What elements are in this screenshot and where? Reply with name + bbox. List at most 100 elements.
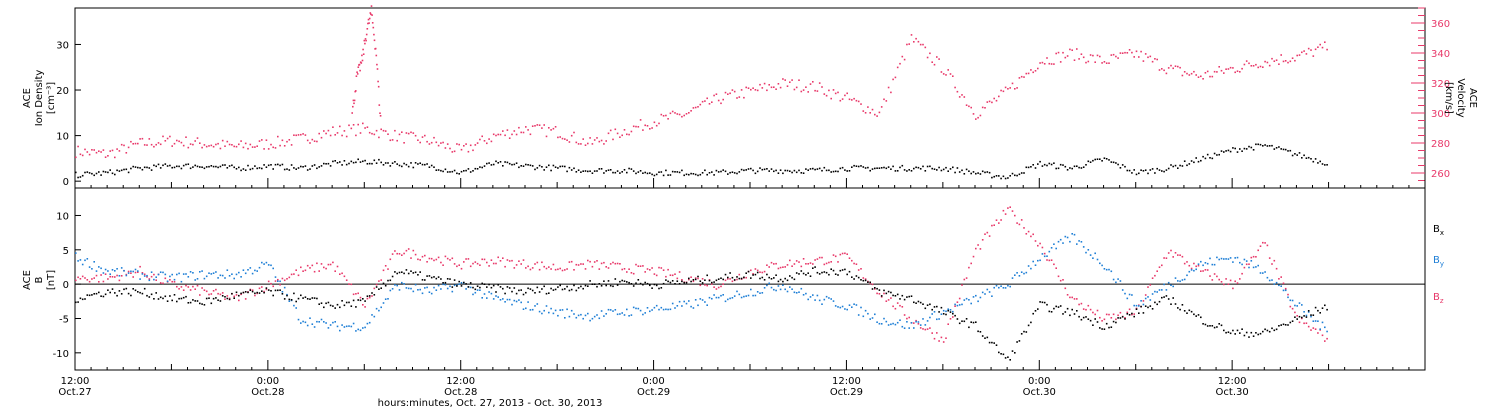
density-series-point <box>352 161 355 164</box>
velocity-series-point <box>208 145 210 147</box>
by-series-point <box>1046 255 1048 257</box>
density-series-point <box>1050 163 1053 166</box>
density-series-point <box>520 165 522 167</box>
top-series-layer <box>75 5 1328 180</box>
bx-series-point <box>435 277 438 280</box>
density-series-point <box>998 175 1000 177</box>
density-series-point <box>208 165 210 168</box>
velocity-series-point <box>295 134 297 137</box>
bx-series-point <box>497 284 499 286</box>
by-series-point <box>1156 291 1158 293</box>
density-series-point <box>775 169 777 172</box>
density-series-point <box>1213 152 1216 155</box>
density-series-point <box>568 166 571 169</box>
velocity-series-point <box>589 137 591 139</box>
density-series-point <box>543 169 545 171</box>
density-series-point <box>915 166 917 169</box>
by-series-point <box>841 305 844 308</box>
by-series-point <box>1133 304 1135 307</box>
bx-series-point <box>474 288 477 291</box>
bz-series-point <box>926 328 929 330</box>
velocity-series-point <box>472 149 474 152</box>
density-series-point <box>729 171 731 174</box>
velocity-series-point <box>1027 72 1030 75</box>
by-series-point <box>968 299 970 301</box>
velocity-series-point <box>727 93 729 95</box>
velocity-series-point <box>658 122 660 125</box>
bz-series-point <box>745 276 747 279</box>
by-series-point <box>364 326 366 329</box>
velocity-series-point <box>1255 63 1257 66</box>
bfield-ylabel-line2: B <box>34 276 45 283</box>
velocity-series-point <box>84 148 86 151</box>
velocity-series-point <box>559 136 561 138</box>
density-series-point <box>508 162 511 165</box>
density-series-point <box>733 172 736 174</box>
date-tick-label: Oct.30 <box>1216 387 1249 398</box>
bz-series-point <box>428 257 431 260</box>
by-series-point <box>986 288 989 291</box>
velocity-series-point <box>763 82 766 85</box>
density-series-point <box>690 172 692 175</box>
bx-series-point <box>848 270 851 273</box>
by-series-point <box>472 293 474 296</box>
velocity-series-point <box>440 142 442 144</box>
velocity-series-point <box>433 136 435 139</box>
density-series-point <box>1069 167 1071 169</box>
bx-series-point <box>1257 333 1259 336</box>
velocity-series-point <box>880 106 883 108</box>
velocity-series-point <box>173 142 176 145</box>
density-series-point <box>1105 158 1108 160</box>
by-series-point <box>885 320 888 323</box>
velocity-spike <box>351 5 382 117</box>
by-series-point <box>435 289 438 291</box>
bx-series-point <box>263 291 265 294</box>
bz-series-point <box>651 267 653 269</box>
bz-series-point <box>1204 269 1207 271</box>
velocity-series-point <box>86 151 89 153</box>
density-series-point <box>727 173 729 175</box>
bz-series-point <box>180 286 183 288</box>
velocity-series-point <box>1266 61 1269 64</box>
bz-series-point <box>669 274 672 276</box>
by-series-point <box>1161 289 1163 291</box>
bx-series-point <box>1239 332 1241 334</box>
density-series-point <box>290 164 293 166</box>
velocity-series-point <box>841 98 844 100</box>
bx-series-point <box>1268 330 1271 333</box>
density-series-point <box>100 174 102 176</box>
by-series-point <box>807 298 809 301</box>
bx-series-point <box>878 289 881 291</box>
velocity-series-point <box>1280 54 1282 56</box>
bx-series-point <box>598 283 601 285</box>
density-series-point <box>1030 166 1032 168</box>
velocity-series-point <box>339 125 341 128</box>
density-series-point <box>1103 157 1106 159</box>
bx-series-point <box>1232 329 1234 332</box>
bz-series-point <box>699 284 702 287</box>
by-series-point <box>646 307 649 309</box>
density-series-point <box>1314 158 1317 160</box>
velocity-series-point <box>667 118 669 120</box>
by-series-point <box>570 309 573 312</box>
density-series-point <box>304 165 307 167</box>
by-series-point <box>288 300 291 302</box>
density-series-point <box>626 171 628 174</box>
velocity-series-point <box>1223 72 1225 74</box>
density-series-point <box>421 163 424 166</box>
bottom-series-layer <box>75 206 1328 361</box>
bz-series-point <box>729 278 731 280</box>
velocity-series-point <box>474 144 477 146</box>
bz-series-point <box>1041 246 1044 249</box>
velocity-series-point <box>146 144 148 146</box>
by-series-point <box>573 313 575 315</box>
density-series-point <box>545 166 548 168</box>
bx-series-point <box>1181 304 1184 306</box>
velocity-series-point <box>114 156 116 159</box>
bx-series-point <box>316 297 318 300</box>
velocity-series-point <box>690 110 692 112</box>
bz-series-point <box>947 323 949 325</box>
velocity-series-point <box>851 99 853 101</box>
bx-series-point <box>396 272 398 275</box>
